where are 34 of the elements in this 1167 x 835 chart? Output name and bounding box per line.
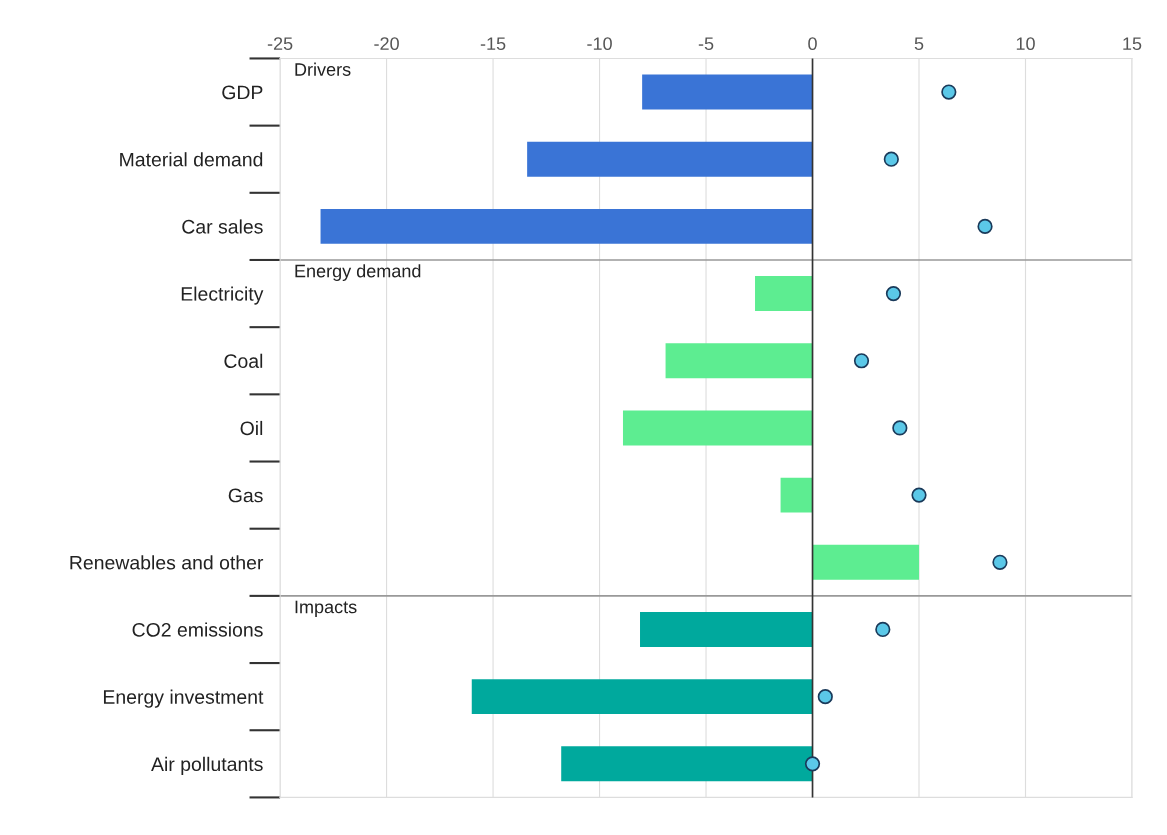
annotation: Drivers bbox=[295, 62, 351, 76]
x-tick-label: -10 bbox=[587, 37, 612, 51]
annotation: Energy demand bbox=[295, 264, 421, 281]
point bbox=[853, 353, 870, 369]
point bbox=[804, 756, 821, 772]
point bbox=[941, 84, 957, 100]
annotation: Impacts bbox=[295, 600, 357, 617]
y-tick-label: Energy investment bbox=[103, 689, 264, 708]
point bbox=[911, 487, 927, 503]
point bbox=[817, 689, 833, 705]
point bbox=[875, 621, 891, 638]
x-tick-label: 10 bbox=[1016, 37, 1035, 51]
x-tick-label: -15 bbox=[480, 37, 506, 51]
y-tick-label: Material demand bbox=[120, 152, 263, 167]
x-tick-label: -20 bbox=[374, 37, 399, 51]
y-tick-label: Electricity bbox=[181, 286, 264, 305]
point bbox=[885, 285, 902, 302]
point bbox=[892, 420, 908, 436]
x-tick-label: 15 bbox=[1123, 37, 1142, 51]
point bbox=[883, 151, 899, 167]
x-tick-label: 5 bbox=[914, 37, 924, 51]
x-tick-label: 0 bbox=[808, 37, 817, 51]
y-tick-label: Renewables and other bbox=[70, 555, 264, 570]
y-tick-label: CO2 emissions bbox=[132, 622, 263, 637]
y-tick-label: GDP bbox=[222, 85, 263, 100]
point bbox=[977, 218, 993, 235]
x-tick-label: -25 bbox=[267, 37, 293, 51]
y-tick-label: Car sales bbox=[182, 219, 263, 234]
y-tick-label: Gas bbox=[228, 488, 263, 503]
y-tick-label: Air pollutants bbox=[151, 756, 263, 775]
x-tick-label: -5 bbox=[698, 37, 714, 51]
y-tick-label: Coal bbox=[224, 353, 263, 368]
point bbox=[992, 554, 1008, 570]
y-tick-label: Oil bbox=[240, 420, 263, 436]
